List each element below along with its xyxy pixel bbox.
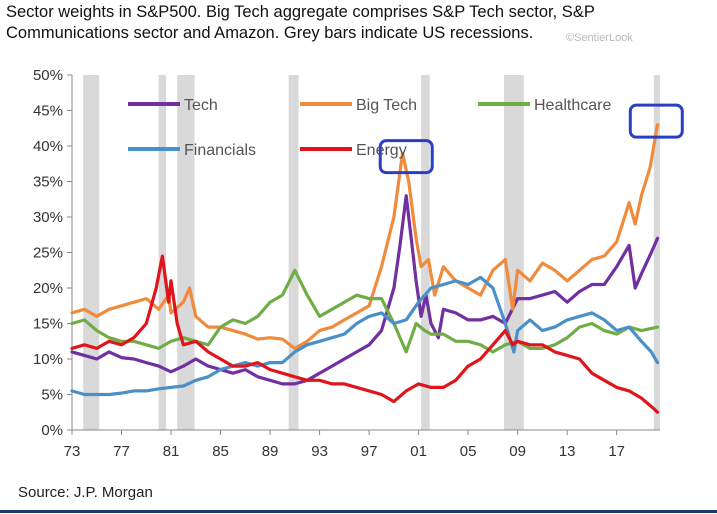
bottom-divider bbox=[0, 510, 717, 513]
y-tick-label: 25% bbox=[33, 245, 63, 262]
x-tick-label: 93 bbox=[311, 443, 328, 460]
x-tick-label: 89 bbox=[262, 443, 279, 460]
legend-label: Big Tech bbox=[356, 97, 417, 114]
series-line-big-tech bbox=[70, 123, 660, 350]
x-tick-label: 77 bbox=[113, 443, 130, 460]
y-tick-label: 5% bbox=[41, 387, 63, 404]
line-chart: 0% 5% 10% 15% 20% 25% 30% 35% 40% 45% 50% 73 77 81 85 8… bbox=[33, 67, 684, 460]
x-tick-label: 17 bbox=[608, 443, 625, 460]
recession-bar-0 bbox=[83, 75, 100, 430]
recession-bar-2 bbox=[177, 75, 195, 430]
x-tick-label: 97 bbox=[361, 443, 378, 460]
legend-label: Tech bbox=[184, 97, 218, 114]
recession-bar-6 bbox=[653, 75, 660, 430]
series-line-energy bbox=[70, 254, 660, 414]
recession-bar-3 bbox=[288, 75, 299, 430]
watermark: ©SentierLook bbox=[566, 32, 633, 44]
x-tick-label: 85 bbox=[212, 443, 229, 460]
series-lines bbox=[70, 123, 660, 414]
x-tick-label: 05 bbox=[460, 443, 477, 460]
legend-label: Healthcare bbox=[534, 97, 611, 114]
axes: 0% 5% 10% 15% 20% 25% 30% 35% 40% 45% 50% 73 77 81 85 8… bbox=[33, 67, 660, 460]
y-tick-label: 0% bbox=[41, 422, 63, 439]
series-line-financials bbox=[70, 275, 660, 397]
y-tick-label: 10% bbox=[33, 351, 63, 368]
source-note: Source: J.P. Morgan bbox=[18, 484, 153, 501]
recession-bar-1 bbox=[158, 75, 167, 430]
series-line-healthcare bbox=[70, 268, 660, 354]
annotation-box bbox=[628, 103, 684, 139]
annotations bbox=[378, 103, 684, 175]
y-tick-label: 40% bbox=[33, 138, 63, 155]
y-tick-label: 30% bbox=[33, 209, 63, 226]
y-tick-label: 50% bbox=[33, 67, 63, 84]
recession-bar-5 bbox=[504, 75, 524, 430]
y-tick-label: 20% bbox=[33, 280, 63, 297]
series-line-tech bbox=[70, 194, 660, 386]
annotation-box bbox=[378, 139, 434, 175]
x-tick-label: 01 bbox=[410, 443, 427, 460]
chart-title: Sector weights in S&P500. Big Tech aggre… bbox=[6, 3, 595, 42]
x-tick-label: 73 bbox=[64, 443, 81, 460]
x-tick-label: 13 bbox=[559, 443, 576, 460]
recession-bar-4 bbox=[421, 75, 430, 430]
y-tick-label: 15% bbox=[33, 316, 63, 333]
x-tick-label: 81 bbox=[163, 443, 180, 460]
x-tick-label: 09 bbox=[509, 443, 526, 460]
y-tick-label: 35% bbox=[33, 174, 63, 191]
recession-bars bbox=[83, 75, 660, 430]
legend-label: Financials bbox=[184, 142, 256, 159]
y-tick-label: 45% bbox=[33, 103, 63, 120]
